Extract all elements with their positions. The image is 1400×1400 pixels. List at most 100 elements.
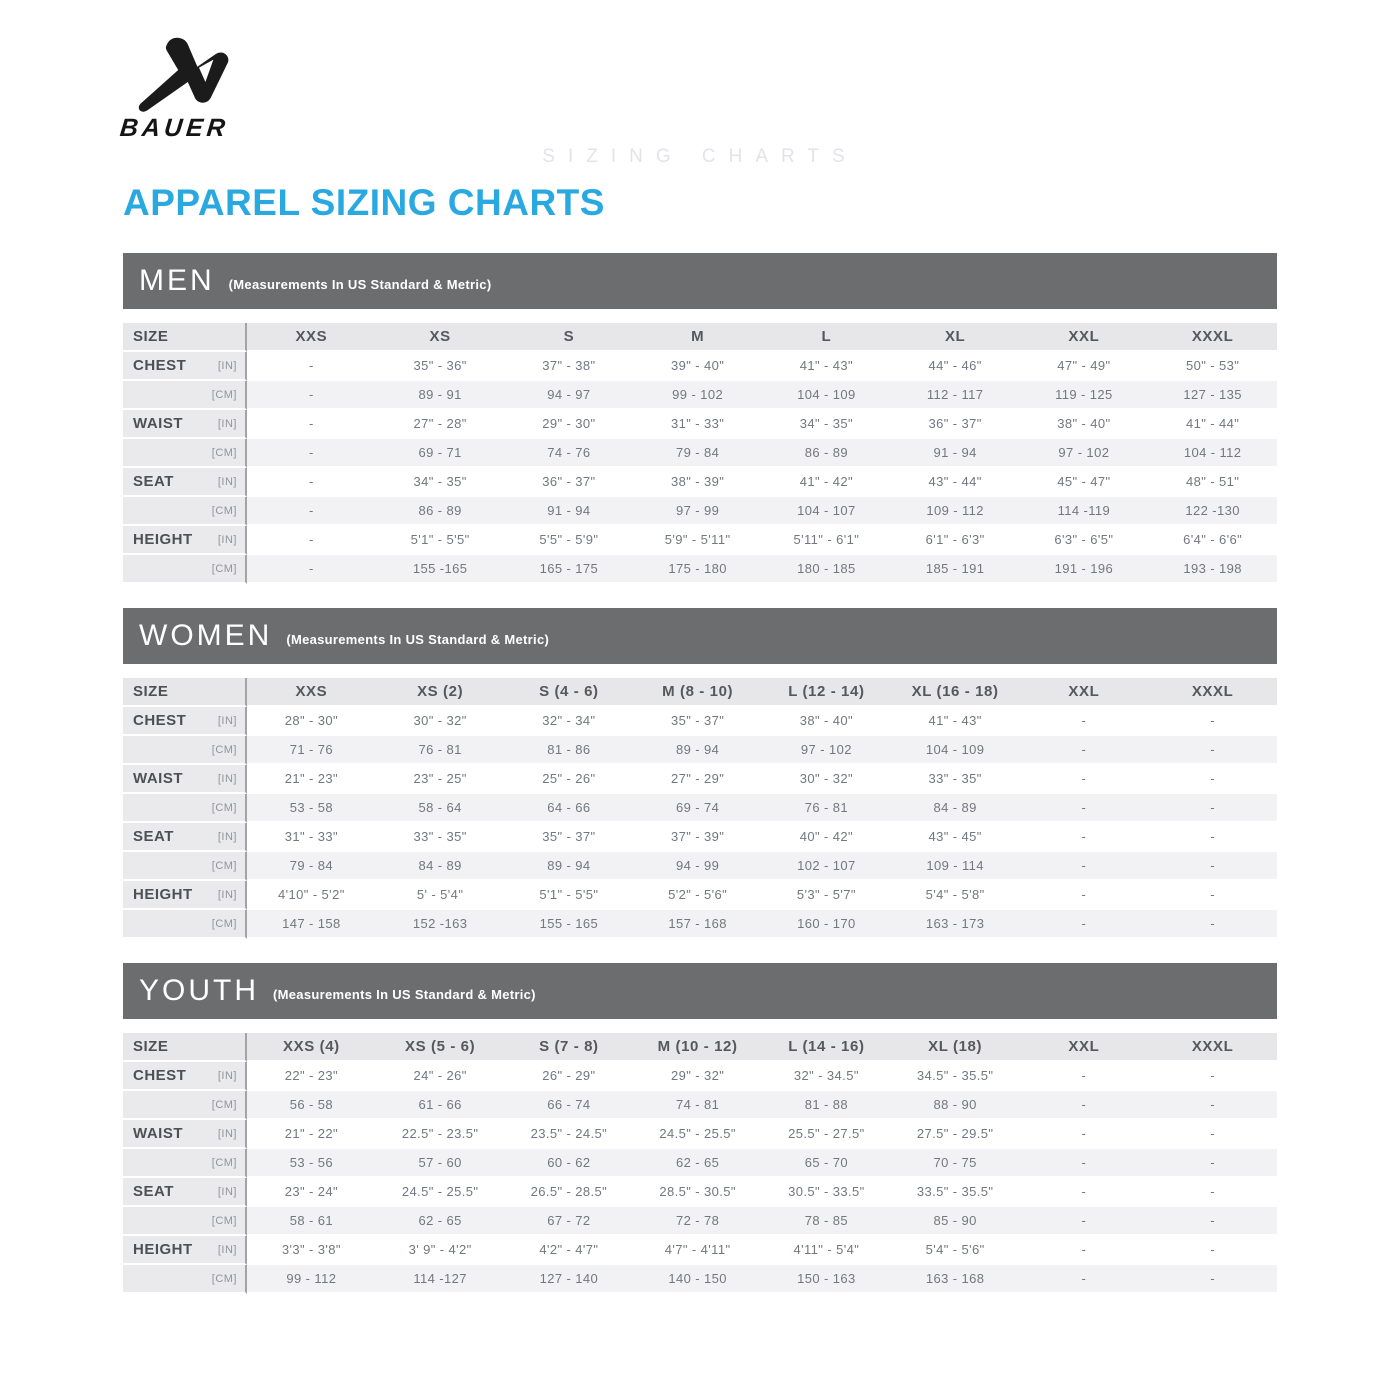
unit-label: [IN] [217,1127,237,1140]
row-label-cell: CHEST [IN] [123,352,247,381]
value-cell: 50" - 53" [1148,352,1277,381]
value-cell: 155 - 165 [504,910,634,939]
column-header: XXXL [1148,678,1277,707]
column-header: XXXL [1148,323,1277,352]
table-row: CHEST [IN] 22" - 23" 24" - 26" 26" - 29" 29" … [123,1062,1277,1091]
value-cell: - [1148,852,1277,881]
value-cell: 180 - 185 [762,555,891,584]
value-cell: 24.5" - 25.5" [633,1120,762,1149]
row-label-cell: [CM] [123,736,247,765]
value-cell: 39" - 40" [633,352,762,381]
row-label-cell: [CM] [123,497,247,526]
value-cell: 48" - 51" [1148,468,1277,497]
value-cell: 5'11" - 6'1" [762,526,891,555]
page-title: APPAREL SIZING CHARTS [123,182,605,223]
value-cell: 58 - 61 [247,1207,376,1236]
unit-label: [CM] [211,801,237,814]
value-cell: 6'1" - 6'3" [890,526,1020,555]
table-row: [CM] 53 - 58 58 - 64 64 - 66 69 - 74 76 - 81 8… [123,794,1277,823]
value-cell: 114 -127 [375,1265,505,1294]
value-cell: 33.5" - 35.5" [890,1178,1020,1207]
value-cell: 32" - 34" [504,707,634,736]
unit-label: [CM] [211,859,237,872]
row-label-cell: CHEST [IN] [123,707,247,736]
section-youth: YOUTH (Measurements In US Standard & Metr… [123,963,1277,1294]
row-label-cell: [CM] [123,794,247,823]
unit-label: [CM] [211,504,237,517]
value-cell: - [1148,1091,1277,1120]
table-row: SEAT [IN] -34" - 35" 36" - 37" 38" - 39" 41" … [123,468,1277,497]
table-row: CHEST [IN] -35" - 36" 37" - 38" 39" - 40" 41"… [123,352,1277,381]
unit-label: [CM] [211,1214,237,1227]
value-cell: - [1019,707,1149,736]
men-size-table: SIZE XXS XS S M L XL XXL XXXL CHEST [IN] -35" - 36"… [123,323,1277,584]
measurement-label: CHEST [133,712,187,729]
value-cell: 6'4" - 6'6" [1148,526,1277,555]
table-row: [CM] 56 - 58 61 - 66 66 - 74 74 - 81 81 - 88 8… [123,1091,1277,1120]
value-cell: - [1019,852,1149,881]
youth-size-table: SIZE XXS (4) XS (5 - 6) S (7 - 8) M (10 - 12… [123,1033,1277,1294]
value-cell: 109 - 114 [890,852,1020,881]
value-cell: 104 - 109 [890,736,1020,765]
value-cell: 79 - 84 [633,439,762,468]
value-cell: - [1019,1062,1149,1091]
value-cell: 4'11" - 5'4" [762,1236,891,1265]
value-cell: - [1148,910,1277,939]
value-cell: 44" - 46" [890,352,1020,381]
column-header: XXL [1019,323,1149,352]
unit-label: [IN] [217,714,237,727]
value-cell: 78 - 85 [762,1207,891,1236]
row-label-cell: [CM] [123,1149,247,1178]
value-cell: 41" - 42" [762,468,891,497]
measurement-label: CHEST [133,357,187,374]
value-cell: 127 - 140 [504,1265,634,1294]
value-cell: 72 - 78 [633,1207,762,1236]
column-header: M (8 - 10) [633,678,762,707]
value-cell: 109 - 112 [890,497,1020,526]
value-cell: 70 - 75 [890,1149,1020,1178]
measurement-label: SEAT [133,473,174,490]
table-row: HEIGHT [IN] -5'1" - 5'5" 5'5" - 5'9" 5'9" - … [123,526,1277,555]
value-cell: 35" - 37" [504,823,634,852]
value-cell: 84 - 89 [375,852,505,881]
unit-label: [IN] [217,888,237,901]
unit-label: [IN] [217,830,237,843]
value-cell: 37" - 38" [504,352,634,381]
value-cell: 35" - 36" [375,352,505,381]
value-cell: 43" - 44" [890,468,1020,497]
value-cell: - [1148,823,1277,852]
value-cell: 41" - 43" [890,707,1020,736]
unit-label: [CM] [211,1272,237,1285]
value-cell: 21" - 23" [247,765,376,794]
value-cell: 57 - 60 [375,1149,505,1178]
value-cell: 191 - 196 [1019,555,1149,584]
value-cell: 41" - 44" [1148,410,1277,439]
value-cell: 69 - 71 [375,439,505,468]
row-label-cell: [CM] [123,1091,247,1120]
table-row: WAIST [IN] 21" - 23" 23" - 25" 25" - 26" 27" … [123,765,1277,794]
section-subtitle: (Measurements In US Standard & Metric) [228,277,492,292]
value-cell: - [247,468,376,497]
value-cell: 53 - 56 [247,1149,376,1178]
row-label-cell: WAIST [IN] [123,1120,247,1149]
unit-label: [CM] [211,562,237,575]
measurement-label: SEAT [133,828,174,845]
value-cell: 5' - 5'4" [375,881,505,910]
value-cell: - [247,410,376,439]
column-header: XL (18) [890,1033,1020,1062]
value-cell: 30" - 32" [762,765,891,794]
column-header: L [762,323,891,352]
value-cell: 40" - 42" [762,823,891,852]
size-header-cell: SIZE [123,1033,247,1062]
value-cell: 53 - 58 [247,794,376,823]
value-cell: 33" - 35" [375,823,505,852]
value-cell: - [1019,765,1149,794]
value-cell: 23" - 25" [375,765,505,794]
table-row: SEAT [IN] 31" - 33" 33" - 35" 35" - 37" 37" -… [123,823,1277,852]
measurement-label: HEIGHT [133,531,193,548]
value-cell: 86 - 89 [762,439,891,468]
value-cell: 62 - 65 [375,1207,505,1236]
value-cell: 74 - 76 [504,439,634,468]
bauer-logo: BAUER [118,34,268,143]
value-cell: - [1019,1236,1149,1265]
